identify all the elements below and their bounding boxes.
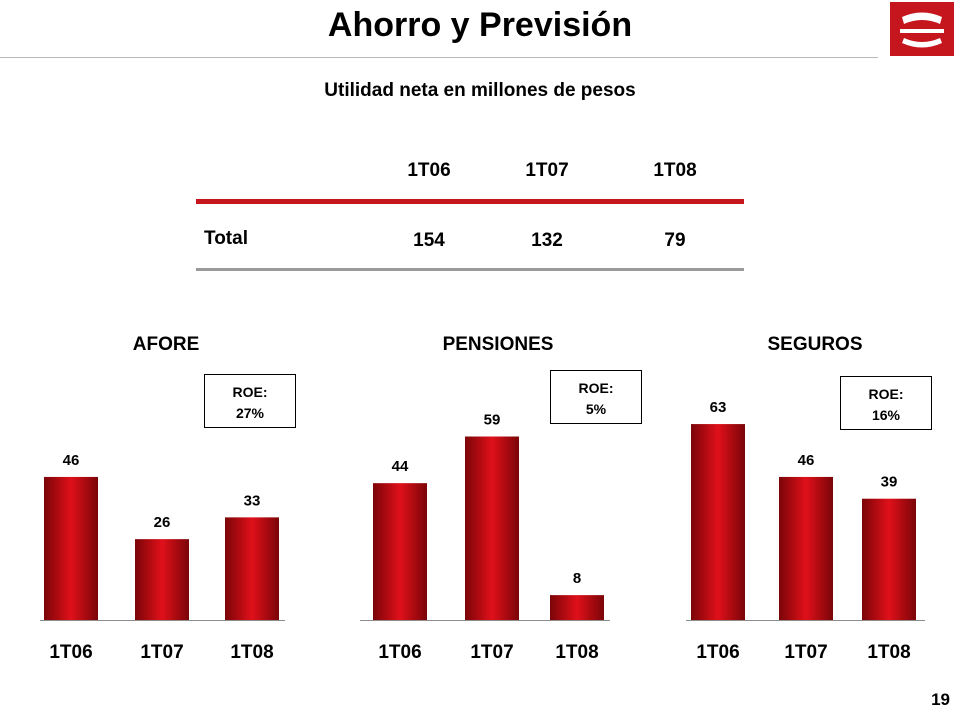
x-tick-label: 1T07: [470, 642, 513, 663]
title-divider: [0, 57, 878, 58]
bar-value-label: 8: [573, 570, 581, 587]
table-cell-1t06: 154: [413, 230, 445, 251]
panel-title-seguros: SEGUROS: [767, 334, 863, 355]
chart-subtitle: Utilidad neta en millones de pesos: [324, 80, 636, 101]
x-tick-label: 1T06: [696, 642, 739, 663]
bar-1t06: [373, 483, 427, 620]
bar-1t06: [691, 424, 745, 620]
bar-value-label: 39: [881, 474, 898, 491]
x-tick-label: 1T08: [867, 642, 910, 663]
x-tick-label: 1T08: [230, 642, 273, 663]
x-tick-label: 1T08: [555, 642, 598, 663]
bar-value-label: 46: [63, 452, 80, 469]
bar-value-label: 63: [710, 399, 727, 416]
roe-label: ROE:: [868, 386, 904, 402]
bar-1t07: [465, 436, 519, 620]
roe-value: 27%: [235, 405, 265, 421]
bar-1t06: [44, 476, 98, 620]
bar-value-label: 44: [392, 458, 409, 475]
x-tick-label: 1T06: [49, 642, 92, 663]
bar-1t07: [779, 476, 833, 620]
panel-title-pensiones: PENSIONES: [442, 334, 554, 355]
bar-value-label: 46: [798, 452, 815, 469]
bar-1t08: [862, 498, 916, 620]
page-number: 19: [931, 690, 950, 709]
x-tick-label: 1T06: [378, 642, 421, 663]
bar-value-label: 33: [244, 492, 261, 509]
roe-label: ROE:: [578, 380, 614, 396]
roe-box-seguros: ROE: 16%: [840, 376, 932, 430]
bar-1t08: [225, 517, 279, 620]
bar-1t08: [550, 595, 604, 620]
roe-box-pensiones: ROE: 5%: [550, 370, 642, 424]
table-bottom-rule: [196, 268, 744, 271]
page-title: Ahorro y Previsión: [327, 6, 633, 44]
table-cell-1t08: 79: [664, 230, 686, 251]
table-header-1t06: 1T06: [407, 160, 451, 181]
roe-value: 5%: [585, 401, 607, 417]
roe-box-afore: ROE: 27%: [204, 374, 296, 428]
panel-title-afore: AFORE: [132, 334, 200, 355]
bar-1t07: [135, 539, 189, 620]
table-top-rule: [196, 199, 744, 204]
table-header-1t08: 1T08: [653, 160, 697, 181]
table-row-label: Total: [204, 228, 248, 249]
x-tick-label: 1T07: [784, 642, 827, 663]
table-cell-1t07: 132: [531, 230, 563, 251]
x-tick-label: 1T07: [140, 642, 183, 663]
roe-value: 16%: [871, 407, 901, 423]
bar-value-label: 59: [484, 412, 501, 429]
table-header-1t07: 1T07: [525, 160, 569, 181]
bank-logo: [890, 2, 954, 56]
bar-value-label: 26: [154, 514, 171, 531]
roe-label: ROE:: [232, 384, 268, 400]
